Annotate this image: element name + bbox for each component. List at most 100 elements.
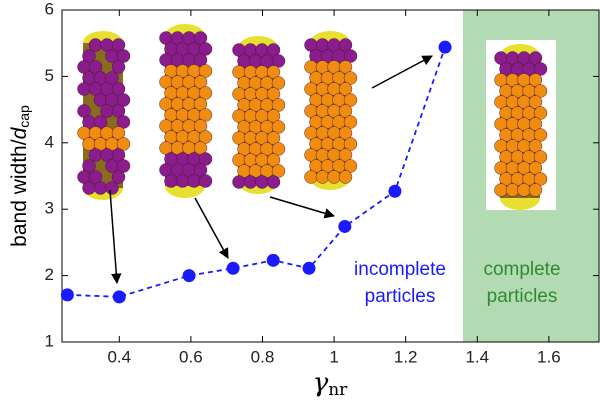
particle-ball [528,139,543,153]
particle-ball [116,49,131,63]
particle-ball [266,43,281,57]
annotation: incomplete [354,259,446,280]
particle-ball [100,104,114,118]
particle-ball [193,97,208,111]
particle-ball [505,183,520,197]
arrow [194,197,229,259]
particle-ball [116,159,131,173]
particle-ball [111,38,126,52]
particle-ball [343,115,358,129]
particle-ball [338,38,353,52]
particle-ball [315,170,330,184]
particle-ball [528,183,543,197]
particle-ball [271,54,286,68]
data-point [388,184,402,198]
particle-ball [533,84,548,98]
particle-ball [77,82,91,96]
particle-ball [338,170,353,184]
particle-ball [111,148,126,162]
particle-ball [528,95,543,109]
particle-ball [111,82,126,96]
particle-ball [116,93,131,107]
particle-ball [338,126,353,140]
data-point [182,269,196,283]
particle-ball [533,172,548,186]
particle-ball [111,60,126,74]
particle-ball [266,175,281,189]
y-tick-label: 5 [45,66,54,85]
particle-ball [271,120,286,134]
y-tick-label: 4 [45,132,54,151]
data-point [60,288,74,302]
data-point [302,261,316,275]
particle-ball [343,137,358,151]
annotation: particles [365,286,436,307]
particle-ball [528,161,543,175]
data-point [338,219,352,233]
particle-ball [528,117,543,131]
particle-ball [266,109,281,123]
particle-ball [164,174,178,188]
y-tick-label: 2 [45,265,54,284]
particle-ball [193,163,208,177]
particle-ball [193,75,208,89]
particle-ball [93,115,108,129]
particle-ball [193,119,208,133]
particle-ball [528,73,543,87]
particle-ball [193,141,208,155]
particle-ball [88,170,103,184]
data-point [112,290,126,304]
y-axis-label: band width/dcap [8,105,32,247]
particle-ball [517,183,531,197]
x-tick-label: 1.2 [394,347,418,366]
particle-ball [88,60,103,74]
plot-frame [61,9,600,343]
particle-ball [193,53,208,67]
x-tick-label: 0.6 [179,347,203,366]
particle-ball [338,82,353,96]
particle-ball [187,174,201,188]
particle-ball [82,181,96,195]
particle-ball [343,93,358,107]
arrow [371,55,433,89]
particle-ball [175,174,190,188]
particle-ball [82,137,96,151]
particle-ball [232,175,246,189]
particle-ball [105,159,119,173]
particle-ball [271,142,286,156]
particle-ball [77,104,91,118]
particle-ball [343,49,358,63]
data-point [266,253,280,267]
y-tick-label: 1 [45,331,54,350]
particle-ball [105,49,119,63]
annotation: particles [487,286,558,307]
particle-ball [338,148,353,162]
particle-ball [111,170,126,184]
particle-ball [243,175,258,189]
particle-ball [338,104,353,118]
particle-ball [116,115,131,129]
particle-ball [105,71,119,85]
arrow [269,196,336,219]
particle-ball [343,71,358,85]
particle-ball [198,152,213,166]
particle-ball [82,159,96,173]
particle-ball [255,175,269,189]
particle-ball [198,108,213,122]
particle-ball [338,60,353,74]
particle-ball [198,64,213,78]
particle-ball [266,153,281,167]
particle-ball [266,131,281,145]
particle-ball [271,98,286,112]
annotation: complete [483,259,560,280]
particle-ball [533,128,548,142]
particle-image [304,31,358,190]
particle-ball [93,93,108,107]
particle-ball [271,164,286,178]
particle-ball [343,159,358,173]
particle-ball [533,62,548,76]
particle-image [159,24,213,198]
particle-ball [528,51,543,65]
particle-ball [198,42,213,56]
